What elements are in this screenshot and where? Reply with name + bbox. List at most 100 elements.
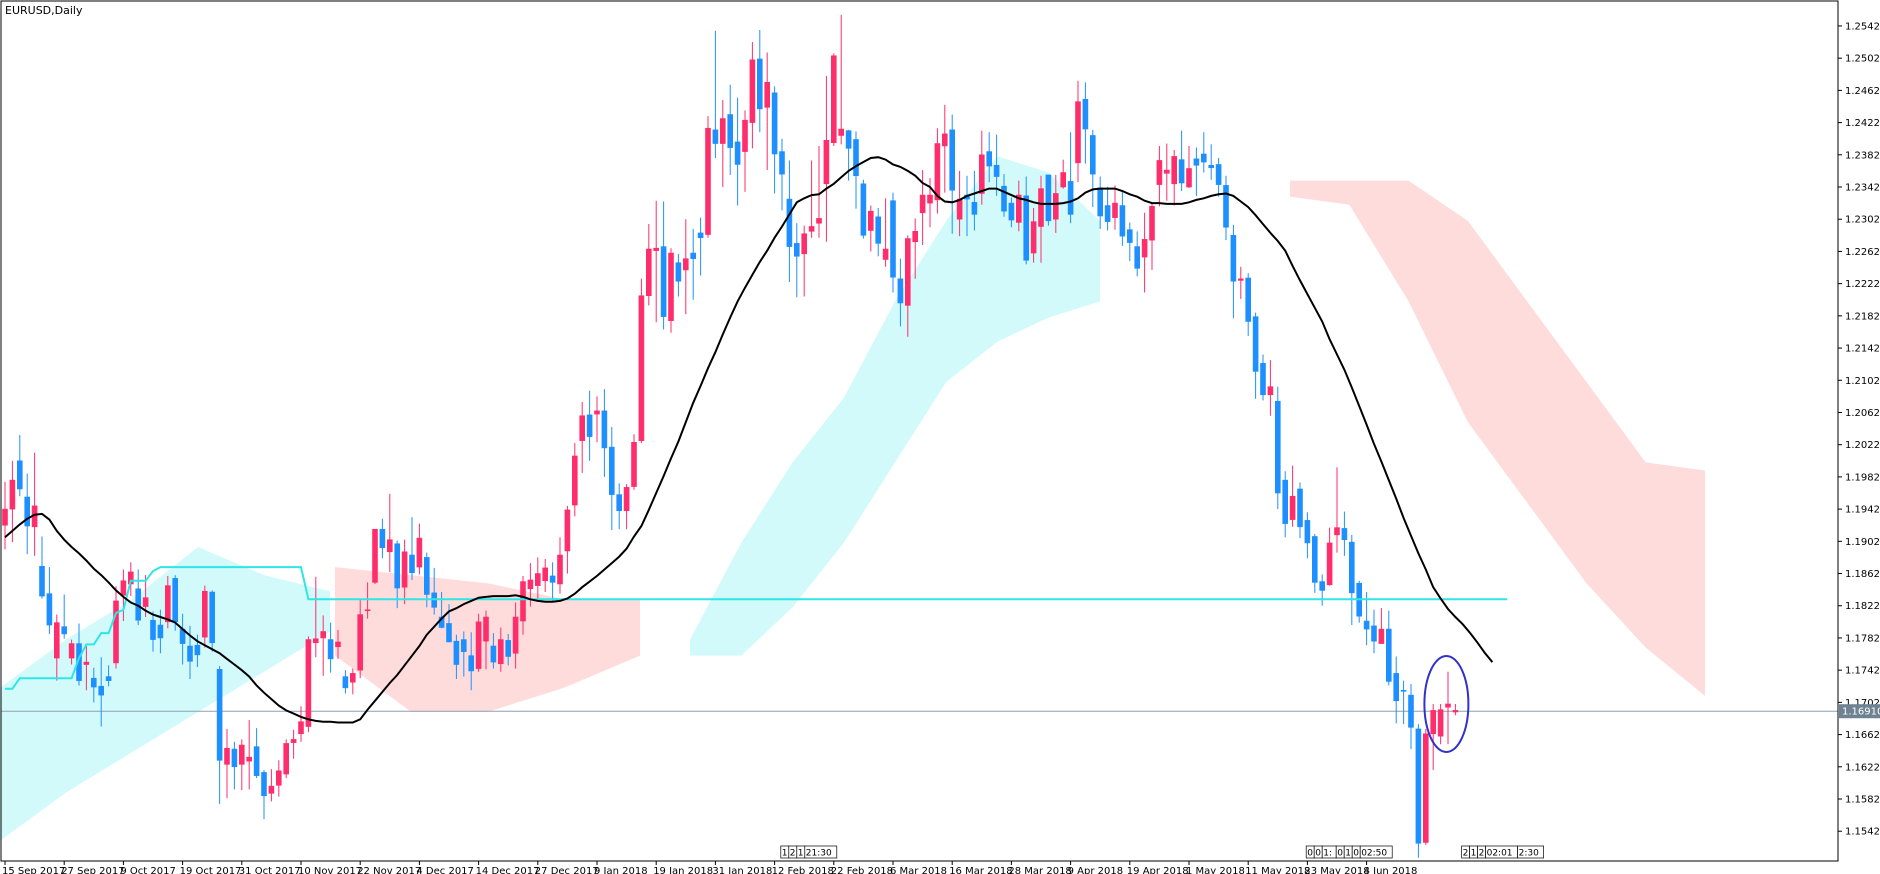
candle-bear — [853, 139, 859, 177]
candle-bear — [446, 623, 452, 643]
candle-bull — [312, 638, 319, 644]
candle-bear — [690, 252, 697, 259]
candle-bear — [16, 460, 23, 490]
candle-bull — [202, 590, 208, 638]
candle-bull — [594, 410, 600, 415]
candle-bull — [246, 756, 252, 762]
x-tick-label: 12 Feb 2018 — [772, 866, 834, 874]
candle-bear — [98, 685, 104, 696]
y-tick-label: 1.17020 — [1845, 698, 1880, 709]
candle-bear — [1297, 488, 1303, 528]
candle-bear — [216, 669, 223, 761]
candle-bull — [823, 140, 830, 185]
candle-bear — [779, 151, 785, 175]
candle-bear — [187, 645, 193, 662]
annotations-layer — [1423, 654, 1470, 753]
candle-bear — [771, 92, 778, 155]
x-tick-label: 27 Sep 2017 — [61, 866, 124, 874]
candle-bull — [830, 55, 837, 144]
candle-bull — [1423, 733, 1429, 843]
candle-bear — [1408, 694, 1414, 728]
candle-bear — [394, 543, 401, 589]
candle-bull — [867, 210, 874, 231]
candle-bear — [845, 130, 852, 149]
candle-bull — [53, 622, 60, 659]
y-tick-label: 1.16620 — [1845, 730, 1880, 741]
candle-bear — [1097, 187, 1103, 217]
candle-bull — [527, 579, 534, 590]
candle-bear — [875, 216, 882, 244]
candle-bear — [1045, 174, 1052, 222]
moving-average-line — [4, 156, 1494, 724]
candle-bear — [194, 644, 201, 656]
candle-bear — [1208, 164, 1214, 168]
candle-bull — [1378, 628, 1385, 644]
candle-bear — [453, 640, 460, 665]
x-tick-label: 9 Oct 2017 — [120, 866, 175, 874]
time-marker-box — [804, 845, 838, 859]
x-tick-label: 9 Jan 2018 — [594, 866, 648, 874]
x-tick-label: 19 Oct 2017 — [180, 866, 242, 874]
candle-bear — [890, 200, 896, 278]
candle-bull — [631, 441, 637, 487]
y-tick-label: 1.18220 — [1845, 601, 1880, 612]
candle-bear — [697, 232, 704, 239]
x-tick-label: 4 Dec 2017 — [416, 866, 474, 874]
candle-bull — [719, 118, 726, 144]
candle-bear — [586, 414, 593, 437]
y-tick-label: 1.22220 — [1845, 279, 1880, 290]
y-tick-label: 1.23020 — [1845, 215, 1880, 226]
candle-bull — [927, 194, 933, 204]
candle-bull — [571, 455, 578, 506]
cloud-bull-area — [0, 546, 330, 841]
candle-bull — [1015, 194, 1022, 223]
candle-bull — [335, 641, 341, 648]
candle-bear — [150, 619, 156, 640]
candle-bear — [172, 578, 178, 623]
time-marker-label: 0 — [1315, 849, 1321, 859]
x-tick-label: 15 Sep 2017 — [2, 866, 65, 874]
y-tick-label: 1.18620 — [1845, 569, 1880, 580]
candle-bear — [409, 554, 415, 574]
candle-bull — [2, 508, 8, 526]
candle-bear — [253, 746, 260, 776]
candle-bull — [497, 639, 504, 665]
candle-bear — [1304, 520, 1311, 544]
y-tick-label: 1.21820 — [1845, 311, 1880, 322]
candle-bear — [105, 676, 112, 681]
candle-bear — [549, 575, 556, 583]
candle-bear — [601, 410, 608, 449]
candle-bear — [379, 528, 386, 549]
candle-bear — [1319, 581, 1325, 591]
y-tick-label: 1.25020 — [1845, 54, 1880, 65]
candle-bear — [1127, 229, 1133, 243]
y-tick-label: 1.20620 — [1845, 408, 1880, 419]
candle-bear — [1363, 620, 1370, 630]
candle-bear — [1104, 205, 1111, 222]
candle-bull — [320, 631, 327, 639]
time-marker-label: 2:30 — [1519, 849, 1539, 859]
price-axis: 1.25420 1.25020 1.24620 1.24220 1.23820 1.234… — [1838, 21, 1880, 838]
x-tick-label: 28 Mar 2018 — [1008, 866, 1071, 874]
candle-bull — [386, 539, 393, 553]
candle-bull — [305, 639, 312, 727]
candle-bear — [1400, 689, 1407, 692]
candle-bear — [971, 202, 978, 215]
candle-bear — [342, 676, 349, 689]
candle-bear — [727, 114, 734, 148]
time-marker-label: 2 — [1479, 849, 1485, 859]
candle-bear — [1178, 159, 1185, 184]
candle-bull — [1289, 495, 1296, 520]
y-tick-label: 1.24220 — [1845, 118, 1880, 129]
candle-bull — [483, 616, 489, 642]
candle-bear — [46, 593, 53, 626]
candle-bull — [882, 248, 889, 260]
time-marker-label: 1 — [1471, 849, 1477, 859]
candle-bear — [986, 151, 993, 167]
candle-bull — [653, 247, 660, 251]
current-price-label: 1.16910 — [1842, 707, 1880, 718]
candle-bull — [239, 744, 245, 765]
time-marker-label: 21:30 — [806, 849, 832, 859]
candle-bear — [460, 639, 467, 652]
